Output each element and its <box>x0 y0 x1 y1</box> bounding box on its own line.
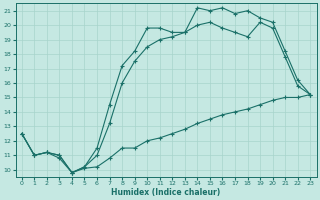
X-axis label: Humidex (Indice chaleur): Humidex (Indice chaleur) <box>111 188 221 197</box>
